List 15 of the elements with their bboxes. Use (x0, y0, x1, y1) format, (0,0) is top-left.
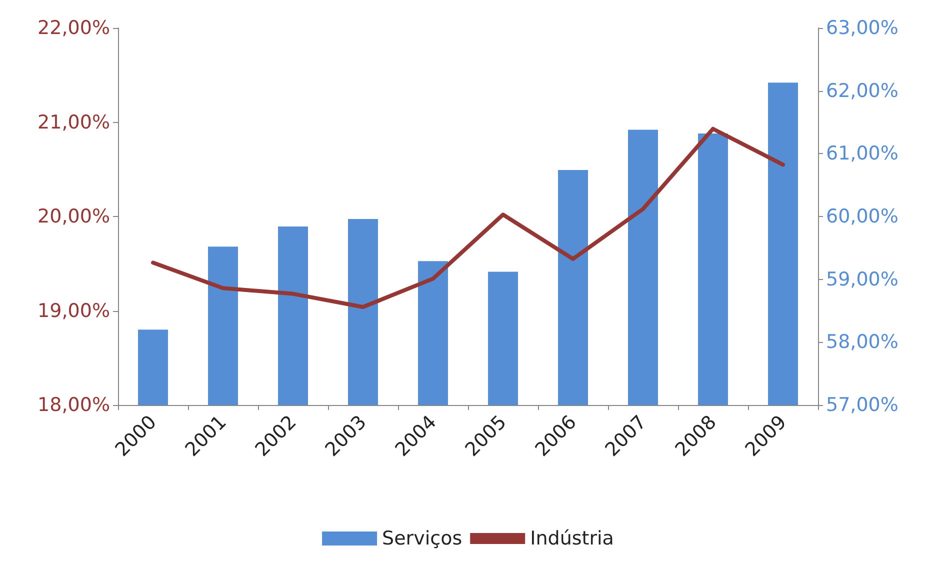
y2-tick-label: 58,00% (826, 331, 898, 354)
legend-label: Indústria (530, 528, 614, 550)
y2-tick-label: 61,00% (826, 142, 898, 165)
y2-tick-label: 63,00% (826, 17, 898, 39)
line-series (151, 126, 785, 309)
y-tick-label: 22,00% (38, 17, 110, 39)
y2-tick-label: 60,00% (826, 206, 898, 228)
y-tick-label: 20,00% (38, 206, 110, 228)
y2-tick-label: 59,00% (826, 268, 898, 290)
y2-tick-label: 62,00% (826, 80, 898, 102)
y2-tick-label: 57,00% (826, 394, 898, 416)
y-tick-label: 18,00% (38, 394, 110, 416)
legend-label: Serviços (382, 528, 462, 550)
y-tick-label: 21,00% (38, 111, 110, 134)
y-tick-label: 19,00% (38, 300, 110, 322)
